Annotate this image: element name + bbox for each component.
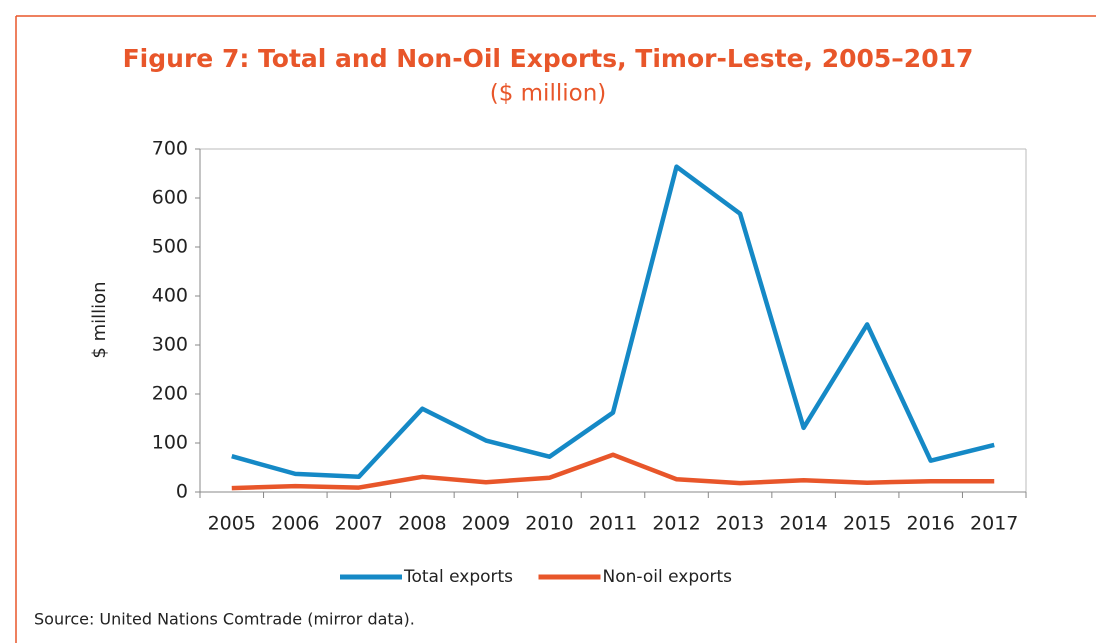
y-tick-label: 100 xyxy=(152,432,188,454)
source-note: Source: United Nations Comtrade (mirror … xyxy=(34,610,415,629)
x-tick-label: 2015 xyxy=(843,513,891,535)
x-tick-label: 2013 xyxy=(716,513,764,535)
y-axis-label: $ million xyxy=(89,281,110,358)
y-tick-label: 0 xyxy=(176,481,188,503)
legend-label: Non-oil exports xyxy=(603,567,733,587)
x-tick-label: 2006 xyxy=(271,513,319,535)
y-tick-label: 300 xyxy=(152,334,188,356)
x-tick-label: 2008 xyxy=(398,513,446,535)
chart-title: Figure 7: Total and Non-Oil Exports, Tim… xyxy=(123,44,974,73)
y-tick-label: 200 xyxy=(152,383,188,405)
y-tick-label: 700 xyxy=(152,138,188,160)
x-tick-label: 2009 xyxy=(462,513,510,535)
x-tick-label: 2014 xyxy=(779,513,827,535)
y-tick-label: 500 xyxy=(152,236,188,258)
y-tick-label: 400 xyxy=(152,285,188,307)
x-tick-label: 2010 xyxy=(525,513,573,535)
line-series xyxy=(231,452,995,491)
x-tick-label: 2016 xyxy=(907,513,955,535)
legend-label: Total exports xyxy=(403,567,513,587)
line-series xyxy=(231,164,995,480)
x-tick-label: 2011 xyxy=(589,513,637,535)
x-tick-label: 2007 xyxy=(335,513,383,535)
chart-subtitle: ($ million) xyxy=(490,81,607,107)
x-tick-label: 2017 xyxy=(970,513,1018,535)
x-tick-label: 2012 xyxy=(652,513,700,535)
y-tick-label: 600 xyxy=(152,187,188,209)
x-tick-label: 2005 xyxy=(208,513,256,535)
